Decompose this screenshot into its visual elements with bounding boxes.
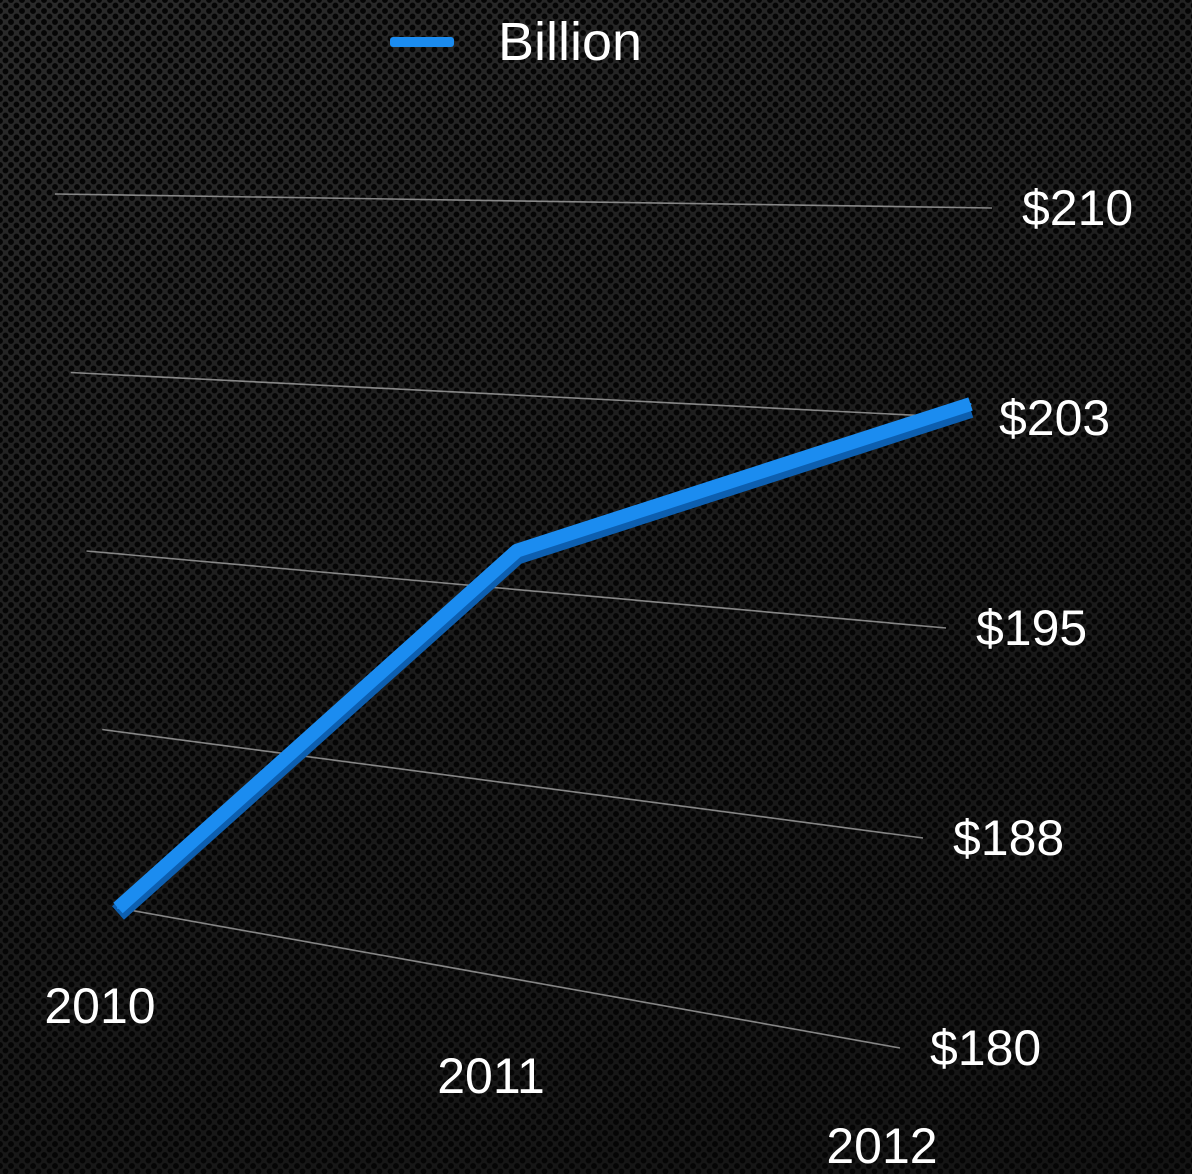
gridline-4 [54,193,993,209]
data-point [515,549,518,552]
series-line-0 [113,397,973,914]
series-line-shadow [111,400,974,920]
data-point [117,907,119,909]
legend-label: Billion [498,12,643,72]
data-point [969,403,972,405]
x-tick-labels: 2010 2011 2012 [44,978,937,1174]
y-tick-label: $195 [976,600,1087,656]
gridline-0 [117,907,901,1049]
y-tick-label: $180 [930,1020,1041,1076]
gridline-2 [86,550,947,629]
series-lines [111,397,974,920]
y-tick-labels: $180 $188 $195 $203 $210 [930,180,1133,1076]
legend-swatch [390,37,454,47]
gridlines [54,193,993,1049]
x-tick-label: 2011 [437,1048,545,1104]
x-tick-label: 2010 [44,978,155,1034]
y-tick-label: $210 [1022,180,1133,236]
chart-legend: Billion [390,12,642,72]
gridline-3 [70,371,970,419]
y-tick-label: $188 [953,810,1064,866]
gridline-1 [102,728,924,839]
x-tick-label: 2012 [826,1118,937,1174]
y-tick-label: $203 [999,390,1110,446]
